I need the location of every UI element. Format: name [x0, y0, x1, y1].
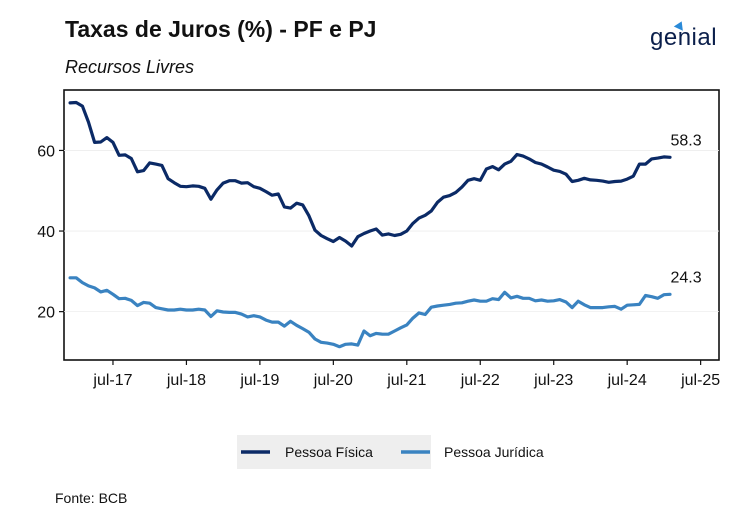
brand-logo: genial	[650, 24, 718, 51]
x-tick-label: jul-22	[460, 372, 500, 389]
x-tick-label: jul-17	[92, 372, 132, 389]
legend-label-pessoa-fisica: Pessoa Física	[285, 444, 373, 460]
x-tick-label: jul-24	[607, 372, 647, 389]
y-tick-label: 60	[37, 143, 55, 160]
end-value-label: 58.3	[670, 132, 701, 149]
x-tick-label: jul-18	[166, 372, 206, 389]
x-tick-label: jul-23	[533, 372, 573, 389]
x-tick-label: jul-19	[239, 372, 279, 389]
plot-panel	[63, 89, 720, 361]
y-tick-label: 20	[37, 305, 55, 322]
x-tick-label: jul-20	[313, 372, 353, 389]
series-line-pessoa-juridica	[68, 276, 672, 349]
source-note: Fonte: BCB	[55, 490, 128, 506]
series-line-pessoa-fisica	[68, 100, 672, 248]
x-tick-label: jul-25	[680, 372, 720, 389]
chart-title: Taxas de Juros (%) - PF e PJ	[65, 16, 377, 42]
x-tick-label: jul-21	[386, 372, 426, 389]
end-value-label: 24.3	[670, 269, 701, 286]
y-tick-label: 40	[37, 224, 55, 241]
chart-subtitle: Recursos Livres	[65, 57, 195, 77]
legend-label-pessoa-juridica: Pessoa Jurídica	[444, 444, 544, 460]
